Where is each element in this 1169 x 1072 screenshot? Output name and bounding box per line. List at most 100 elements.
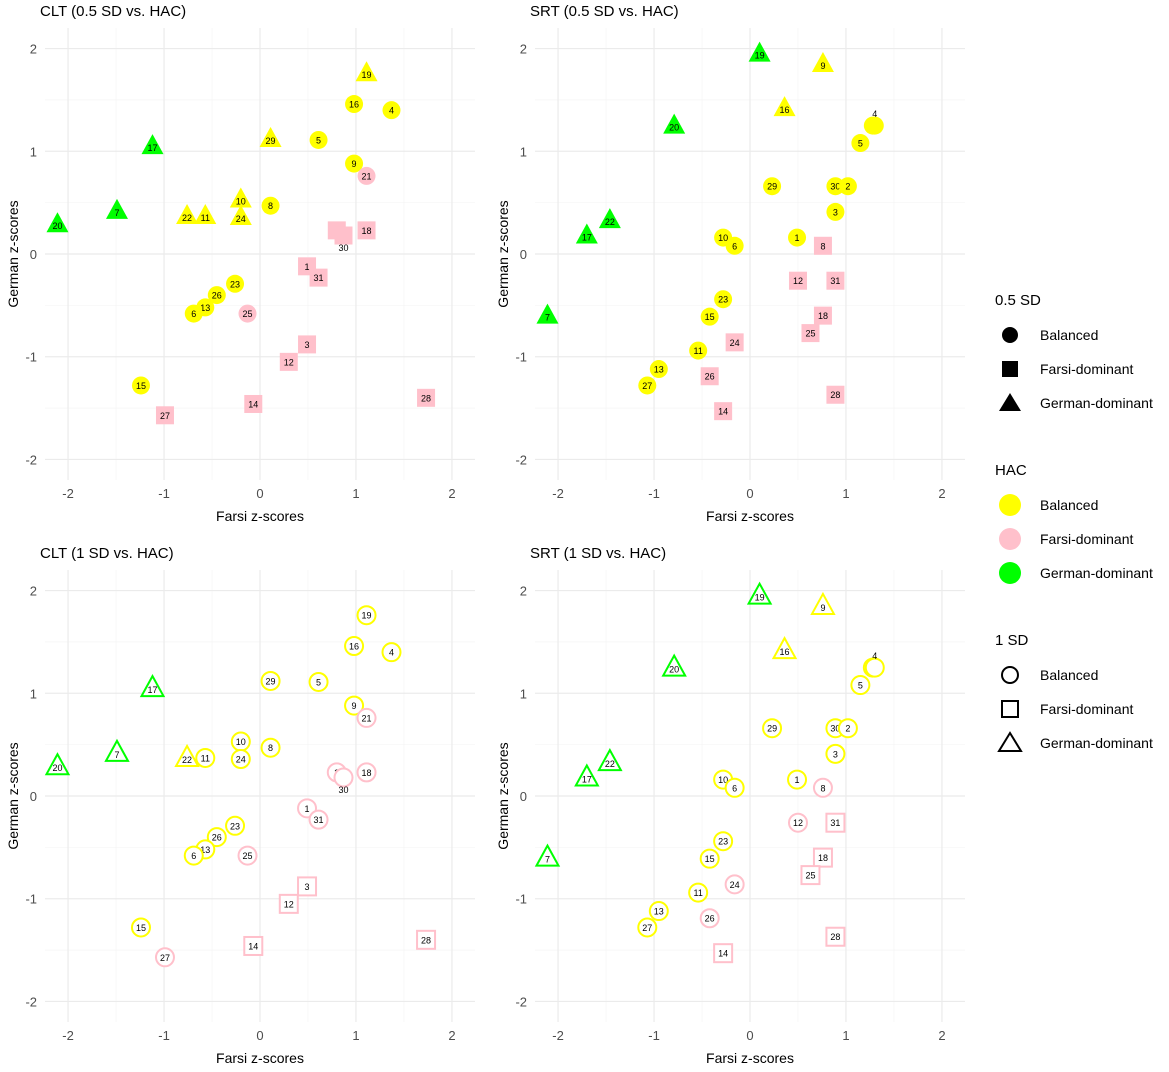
y-tick-label: -1 bbox=[25, 350, 37, 365]
point-marker bbox=[206, 827, 227, 848]
legend-key bbox=[997, 731, 1023, 752]
point-marker bbox=[763, 177, 782, 196]
point-label: 7 bbox=[545, 313, 550, 323]
point-marker bbox=[637, 917, 658, 938]
data-point-16: 16 bbox=[344, 636, 365, 657]
data-point-24: 24 bbox=[229, 205, 252, 226]
point-label: 12 bbox=[284, 899, 294, 909]
legend-label: Farsi-dominant bbox=[1040, 361, 1133, 377]
data-point-3: 3 bbox=[298, 335, 317, 354]
point-marker bbox=[183, 845, 204, 866]
point-marker bbox=[851, 134, 870, 153]
x-tick-label: -1 bbox=[648, 1028, 660, 1043]
y-tick-label: 0 bbox=[30, 789, 37, 804]
point-label: 6 bbox=[732, 783, 737, 793]
point-marker bbox=[194, 203, 217, 224]
y-tick-label: -2 bbox=[25, 994, 37, 1009]
point-label: 21 bbox=[362, 713, 372, 723]
point-label: 10 bbox=[718, 233, 728, 243]
point-label: 19 bbox=[362, 611, 372, 621]
point-label: 19 bbox=[755, 51, 765, 61]
point-label: 17 bbox=[582, 233, 592, 243]
legend-item: Farsi-dominant bbox=[999, 528, 1133, 550]
point-marker bbox=[357, 221, 376, 240]
point-label: 6 bbox=[732, 241, 737, 251]
data-point-14: 14 bbox=[243, 935, 264, 956]
point-marker bbox=[724, 777, 745, 798]
data-point-10: 10 bbox=[230, 731, 251, 752]
point-label: 28 bbox=[830, 932, 840, 942]
point-label: 9 bbox=[820, 603, 825, 613]
data-point-17: 17 bbox=[575, 223, 598, 244]
y-tick-label: 2 bbox=[520, 42, 527, 57]
x-tick-label: 0 bbox=[746, 486, 753, 501]
data-point-29: 29 bbox=[260, 670, 281, 691]
data-point-29: 29 bbox=[259, 126, 282, 147]
point-marker bbox=[826, 385, 845, 404]
x-tick-label: -1 bbox=[158, 486, 170, 501]
data-point-2: 2 bbox=[837, 718, 858, 739]
point-marker bbox=[714, 290, 733, 309]
point-marker bbox=[826, 202, 845, 221]
point-label: 8 bbox=[820, 783, 825, 793]
data-point-22: 22 bbox=[598, 208, 621, 229]
data-point-15: 15 bbox=[700, 307, 719, 326]
point-label: 15 bbox=[705, 854, 715, 864]
point-marker bbox=[865, 116, 884, 135]
point-label: 11 bbox=[693, 346, 702, 356]
point-marker bbox=[260, 737, 281, 758]
y-tick-label: 1 bbox=[30, 144, 37, 159]
y-tick-label: -2 bbox=[515, 452, 527, 467]
data-point-29: 29 bbox=[762, 718, 783, 739]
legend-key bbox=[999, 393, 1021, 411]
point-label: 25 bbox=[805, 871, 815, 881]
point-marker bbox=[355, 61, 378, 82]
data-point-27: 27 bbox=[154, 947, 175, 968]
data-point-21: 21 bbox=[357, 166, 376, 185]
y-axis-label: German z-scores bbox=[5, 742, 21, 849]
y-tick-label: 0 bbox=[520, 789, 527, 804]
point-marker bbox=[748, 41, 771, 62]
data-point-2: 2 bbox=[838, 177, 857, 196]
point-marker bbox=[810, 591, 836, 615]
point-marker bbox=[838, 177, 857, 196]
point-marker bbox=[700, 307, 719, 326]
point-marker bbox=[700, 367, 719, 386]
legend-label: Farsi-dominant bbox=[1040, 531, 1133, 547]
point-label: 5 bbox=[858, 681, 863, 691]
y-tick-label: 1 bbox=[520, 686, 527, 701]
point-label: 17 bbox=[582, 775, 592, 785]
point-label: 10 bbox=[718, 775, 728, 785]
data-point-16: 16 bbox=[773, 96, 796, 117]
legend-key bbox=[999, 528, 1021, 550]
data-point-1: 1 bbox=[788, 228, 807, 247]
point-marker bbox=[812, 777, 833, 798]
data-point-18: 18 bbox=[356, 762, 377, 783]
point-label: 22 bbox=[605, 759, 615, 769]
point-label: 13 bbox=[200, 845, 210, 855]
point-marker bbox=[725, 333, 744, 352]
point-marker bbox=[801, 324, 820, 343]
point-label: 16 bbox=[349, 100, 359, 110]
point-label: 20 bbox=[52, 221, 62, 231]
x-tick-label: -2 bbox=[62, 486, 74, 501]
x-axis-label: Farsi z-scores bbox=[216, 508, 304, 524]
point-label: 24 bbox=[730, 880, 740, 890]
data-point-27: 27 bbox=[155, 406, 174, 425]
data-point-30: 30 bbox=[826, 177, 845, 196]
data-point-5: 5 bbox=[850, 675, 871, 696]
point-label: 25 bbox=[243, 851, 253, 861]
data-point-24: 24 bbox=[230, 749, 251, 770]
x-tick-label: 1 bbox=[352, 486, 359, 501]
point-marker bbox=[714, 402, 733, 421]
legend-label: Balanced bbox=[1040, 327, 1098, 343]
legend-item: Farsi-dominant bbox=[1002, 361, 1133, 377]
data-point-28: 28 bbox=[416, 929, 437, 950]
point-marker bbox=[713, 943, 734, 964]
data-point-15: 15 bbox=[130, 917, 151, 938]
data-point-27: 27 bbox=[637, 917, 658, 938]
point-label: 31 bbox=[830, 818, 840, 828]
data-point-22: 22 bbox=[176, 203, 199, 224]
point-marker bbox=[771, 636, 798, 660]
